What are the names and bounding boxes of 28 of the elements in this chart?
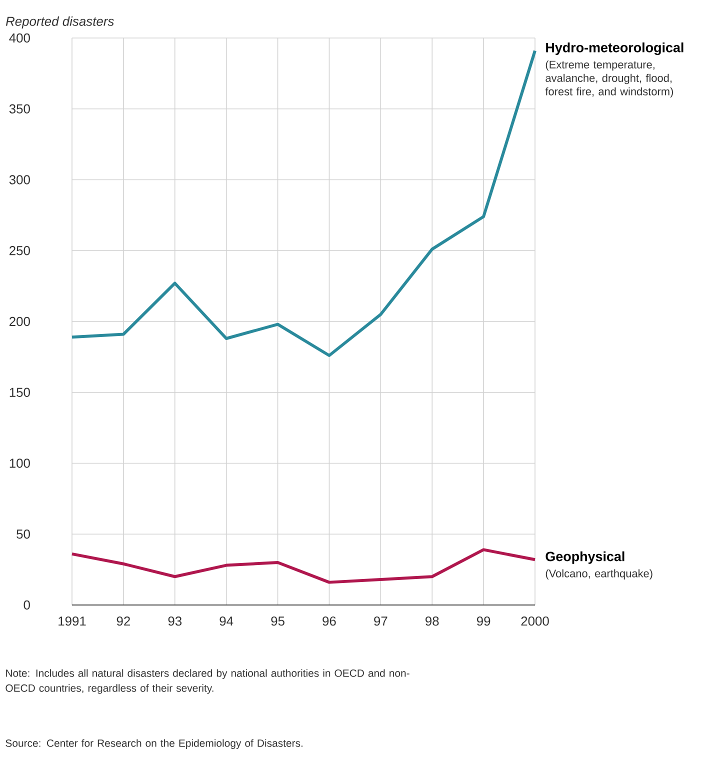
x-tick-label: 97	[374, 616, 388, 626]
series-label: Hydro-meteorological	[546, 42, 684, 56]
x-tick-label: 2000	[521, 616, 549, 626]
x-tick-label: 98	[426, 616, 439, 626]
y-tick-label: 350	[9, 104, 30, 114]
y-tick-label: 0	[24, 600, 30, 610]
y-axis-title: Reported disasters	[6, 16, 114, 28]
x-tick-label: 96	[322, 616, 336, 626]
x-tick-label: 94	[220, 616, 234, 626]
x-tick-label: 95	[271, 616, 284, 626]
y-tick-label: 300	[9, 175, 30, 184]
x-tick-label: 93	[168, 616, 182, 626]
source-note: Source: Center for Research on the Epidemiology of Disasters.	[6, 739, 302, 749]
x-tick-label: 92	[116, 616, 130, 626]
y-tick-label: 200	[10, 316, 30, 326]
y-tick-label: 50	[16, 530, 30, 539]
text: (Extreme temperature, avalanche, drought, flood, forest fire, and windstorm)	[545, 60, 673, 98]
text: Note: Includes all natural disasters declared by national authorities in OECD and non-OECD countries, regardless of their severity.	[6, 669, 410, 694]
line-series	[70, 548, 536, 584]
line-series	[70, 49, 536, 358]
y-tick-label: 400	[9, 33, 30, 43]
series-label: Geophysical	[546, 551, 624, 564]
y-tick-label: 100	[10, 458, 30, 468]
x-tick-label: 1991	[58, 616, 86, 626]
y-tick-label: 250	[10, 246, 30, 256]
y-tick-label: 150	[10, 388, 30, 397]
text: (Volcano, earthquake)	[546, 569, 652, 580]
x-tick-label: 99	[476, 616, 490, 626]
